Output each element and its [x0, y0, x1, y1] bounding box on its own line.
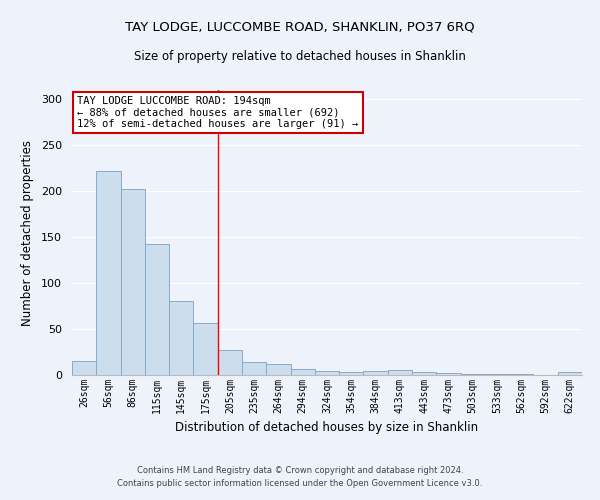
Bar	[485, 374, 509, 375]
Bar	[412, 372, 436, 375]
Bar	[218, 350, 242, 375]
Text: Size of property relative to detached houses in Shanklin: Size of property relative to detached ho…	[134, 50, 466, 63]
Bar	[266, 364, 290, 375]
Bar	[388, 370, 412, 375]
Bar	[169, 302, 193, 375]
Bar	[242, 362, 266, 375]
Bar	[436, 373, 461, 375]
Bar	[364, 372, 388, 375]
Bar	[461, 374, 485, 375]
Y-axis label: Number of detached properties: Number of detached properties	[21, 140, 34, 326]
Text: Contains HM Land Registry data © Crown copyright and database right 2024.
Contai: Contains HM Land Registry data © Crown c…	[118, 466, 482, 487]
Bar	[145, 244, 169, 375]
Text: TAY LODGE, LUCCOMBE ROAD, SHANKLIN, PO37 6RQ: TAY LODGE, LUCCOMBE ROAD, SHANKLIN, PO37…	[125, 20, 475, 33]
Bar	[193, 322, 218, 375]
X-axis label: Distribution of detached houses by size in Shanklin: Distribution of detached houses by size …	[175, 422, 479, 434]
Bar	[509, 374, 533, 375]
Bar	[290, 368, 315, 375]
Bar	[315, 372, 339, 375]
Bar	[96, 171, 121, 375]
Bar	[339, 372, 364, 375]
Bar	[72, 361, 96, 375]
Text: TAY LODGE LUCCOMBE ROAD: 194sqm
← 88% of detached houses are smaller (692)
12% o: TAY LODGE LUCCOMBE ROAD: 194sqm ← 88% of…	[77, 96, 358, 129]
Bar	[121, 190, 145, 375]
Bar	[558, 372, 582, 375]
